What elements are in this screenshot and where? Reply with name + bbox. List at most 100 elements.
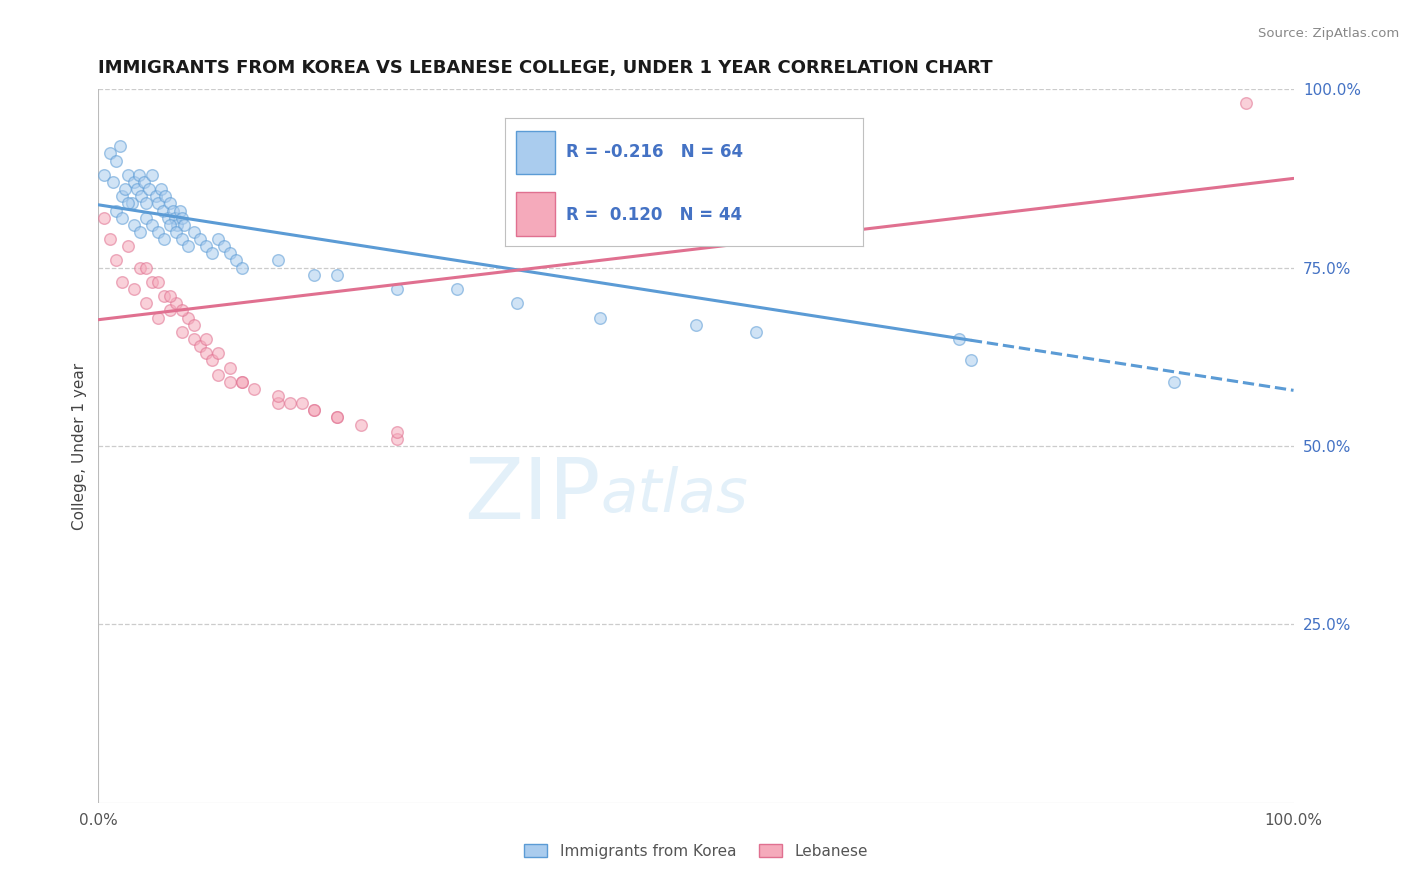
Point [172,303,194,318]
Point [105,203,128,218]
Point [152,203,174,218]
Point [201,353,224,368]
Point [125,182,148,196]
Point [117,239,139,253]
Point [159,218,181,232]
Point [141,218,163,232]
Point [219,375,242,389]
Point [114,182,136,196]
Point [243,382,266,396]
Point [165,225,187,239]
Point [93,211,115,225]
Point [685,318,707,332]
Point [446,282,468,296]
Point [1234,96,1257,111]
Point [131,189,153,203]
Point [188,232,211,246]
Point [159,303,181,318]
Point [117,196,139,211]
Text: Source: ZipAtlas.com: Source: ZipAtlas.com [1258,27,1399,40]
Point [302,268,325,282]
Point [159,289,181,303]
Point [98,146,122,161]
Point [108,139,131,153]
Point [302,403,325,417]
Point [183,332,205,346]
Point [267,253,290,268]
Point [124,282,146,296]
Point [165,296,187,310]
Point [124,218,146,232]
Point [231,375,253,389]
Point [960,353,983,368]
Point [385,425,409,439]
Point [225,253,247,268]
Point [111,211,134,225]
Point [121,196,143,211]
Point [326,410,349,425]
Point [153,232,176,246]
Y-axis label: College, Under 1 year: College, Under 1 year [72,362,87,530]
Point [166,218,188,232]
Point [111,189,134,203]
Point [195,332,218,346]
Point [156,211,179,225]
Point [350,417,373,432]
Point [124,175,146,189]
Point [183,318,205,332]
Point [385,282,409,296]
Point [201,246,224,260]
Text: atlas: atlas [600,467,748,525]
Point [172,232,194,246]
Point [105,253,128,268]
Point [177,310,200,325]
Point [183,225,205,239]
Point [267,396,290,410]
Point [162,203,184,218]
Point [148,275,170,289]
Point [105,153,128,168]
Point [145,189,167,203]
Point [506,296,529,310]
Point [153,289,176,303]
Point [111,275,134,289]
Point [267,389,290,403]
Point [135,260,157,275]
Point [231,375,253,389]
Point [219,360,242,375]
Point [159,196,181,211]
Point [745,325,768,339]
Point [188,339,211,353]
Point [169,203,191,218]
Point [948,332,970,346]
Point [148,196,170,211]
Text: ZIP: ZIP [464,454,600,538]
Point [98,232,122,246]
Point [302,403,325,417]
Point [326,268,349,282]
Point [148,225,170,239]
Point [173,218,195,232]
Point [129,260,152,275]
Point [155,189,177,203]
Point [207,232,229,246]
Point [326,410,349,425]
Point [207,346,229,360]
Point [141,168,163,182]
Point [172,325,194,339]
Point [101,175,124,189]
Point [138,182,160,196]
Point [163,211,186,225]
Point [141,275,163,289]
Point [148,310,170,325]
Point [291,396,314,410]
Point [177,239,200,253]
Point [135,196,157,211]
Text: IMMIGRANTS FROM KOREA VS LEBANESE COLLEGE, UNDER 1 YEAR CORRELATION CHART: IMMIGRANTS FROM KOREA VS LEBANESE COLLEG… [98,59,993,77]
Legend: Immigrants from Korea, Lebanese: Immigrants from Korea, Lebanese [517,836,875,866]
Point [219,246,242,260]
Point [149,182,172,196]
Point [93,168,115,182]
Point [132,175,155,189]
Point [385,432,409,446]
